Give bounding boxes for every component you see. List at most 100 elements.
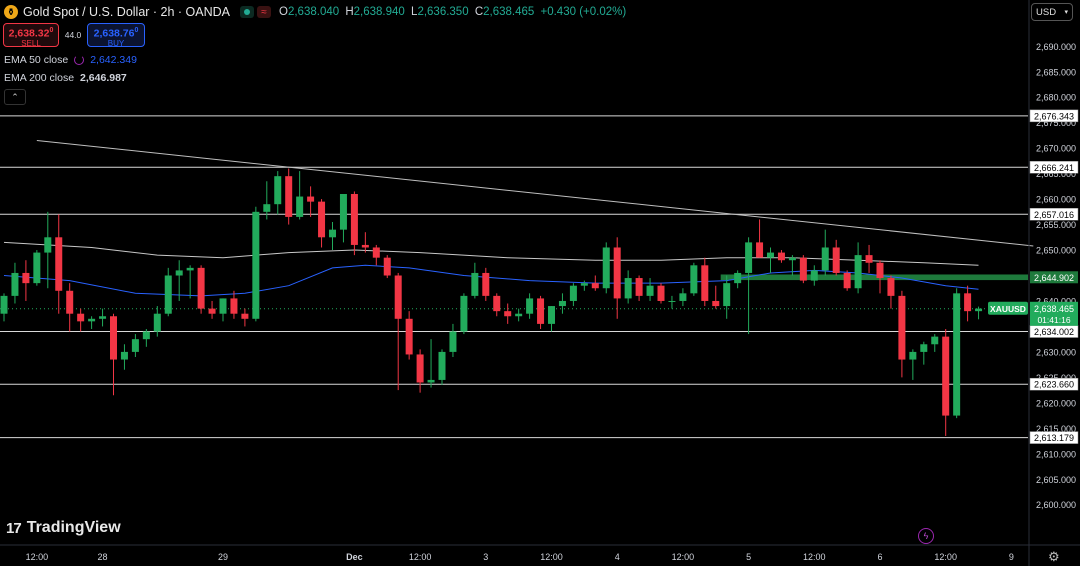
candle-body (876, 262, 884, 279)
candle (361, 232, 369, 253)
candle-body (854, 255, 862, 289)
candle-body (350, 194, 358, 245)
candle (537, 295, 545, 329)
candles-layer (0, 168, 983, 436)
trendline (36, 140, 1034, 247)
candle (876, 260, 884, 294)
time-tick-label: 4 (615, 552, 620, 562)
candle-body (515, 313, 523, 317)
candle-body (548, 306, 555, 324)
candle-body (131, 339, 139, 352)
level-tag (1029, 208, 1079, 221)
candle-body (909, 351, 917, 360)
candle (548, 306, 555, 332)
candle-body (920, 344, 928, 352)
candle-body (0, 295, 8, 314)
candle-body (416, 354, 424, 383)
collapse-legend-button[interactable]: ⌃ (4, 89, 26, 105)
candle (44, 211, 52, 289)
candle-body (296, 196, 304, 217)
candle (745, 237, 753, 335)
price-tick-label: 2,630.000 (1036, 347, 1076, 357)
time-tick-label: 9 (1009, 552, 1014, 562)
candle-body (361, 244, 369, 248)
ema200-legend[interactable]: EMA 200 close 2,646.987 (4, 72, 127, 84)
candle (153, 306, 161, 337)
candle (756, 219, 764, 258)
candle (953, 288, 961, 419)
candle-body (810, 270, 818, 281)
candle (186, 265, 194, 299)
candle (471, 262, 479, 299)
candle-body (635, 278, 643, 296)
symbol-title[interactable]: Gold Spot / U.S. Dollar · 2h · OANDA (23, 5, 231, 19)
resistance-tag (1030, 271, 1078, 284)
candle (569, 283, 577, 307)
price-tick-label: 2,680.000 (1036, 93, 1076, 103)
candle-body (438, 351, 446, 380)
candle-body (142, 331, 150, 340)
last-price-label: 2,638.465 (1034, 304, 1074, 314)
candle-body (865, 255, 873, 263)
currency-select[interactable]: USD ▾ (1031, 3, 1073, 21)
candle-body (690, 265, 698, 294)
level-tag (1029, 161, 1079, 174)
candle-body (208, 308, 216, 314)
candle (777, 250, 785, 263)
time-tick-label: 29 (218, 552, 228, 562)
candle (624, 270, 632, 304)
price-alert-icon: ≈ (257, 6, 272, 18)
candle (832, 239, 840, 276)
candle (11, 262, 19, 304)
candle (843, 270, 851, 291)
price-tick-label: 2,650.000 (1036, 246, 1076, 256)
candle (788, 255, 796, 276)
candle (690, 262, 698, 296)
candle-body (624, 278, 632, 299)
candle-body (613, 247, 621, 299)
price-tick-label: 2,605.000 (1036, 475, 1076, 485)
candle (701, 257, 709, 307)
buy-button[interactable]: 2,638.760 BUY (87, 23, 145, 48)
candle-body (701, 265, 709, 301)
candle-body (964, 293, 972, 312)
candle-body (449, 331, 457, 352)
candle-body (482, 272, 490, 296)
candle-body (164, 275, 172, 314)
candle (318, 199, 326, 248)
candle (504, 303, 512, 324)
countdown-label: 01:41:16 (1037, 315, 1070, 325)
candle-body (580, 283, 588, 286)
time-tick-label: 12:00 (540, 552, 563, 562)
ema50-legend[interactable]: EMA 50 close 2,642.349 (4, 54, 137, 66)
candle-body (307, 196, 315, 202)
candle-body (931, 336, 939, 345)
candle (120, 344, 128, 370)
sell-button[interactable]: 2,638.320 SELL (3, 23, 59, 48)
candle (493, 293, 501, 317)
candle (329, 222, 336, 251)
candle-body (44, 237, 52, 253)
candle (799, 255, 807, 284)
candle (274, 171, 282, 215)
settings-gear-icon[interactable]: ⚙ (1048, 549, 1060, 564)
candle-body (88, 318, 96, 322)
candle (657, 283, 665, 304)
candle (460, 293, 468, 335)
candle-body (77, 313, 85, 322)
gold-symbol-icon: ⚱ (4, 5, 18, 19)
lightning-icon[interactable]: ϟ (918, 528, 934, 544)
time-tick-label: 28 (98, 552, 108, 562)
candle-body (197, 267, 205, 309)
candle-body (427, 379, 435, 383)
level-tag (1029, 109, 1079, 123)
candle (931, 334, 939, 352)
horizontal-levels-layer (0, 115, 1028, 439)
candle (821, 229, 829, 276)
candle (810, 265, 818, 286)
market-status[interactable]: ≈ (240, 6, 272, 18)
candle-body (679, 293, 687, 301)
candle-body (274, 176, 282, 205)
